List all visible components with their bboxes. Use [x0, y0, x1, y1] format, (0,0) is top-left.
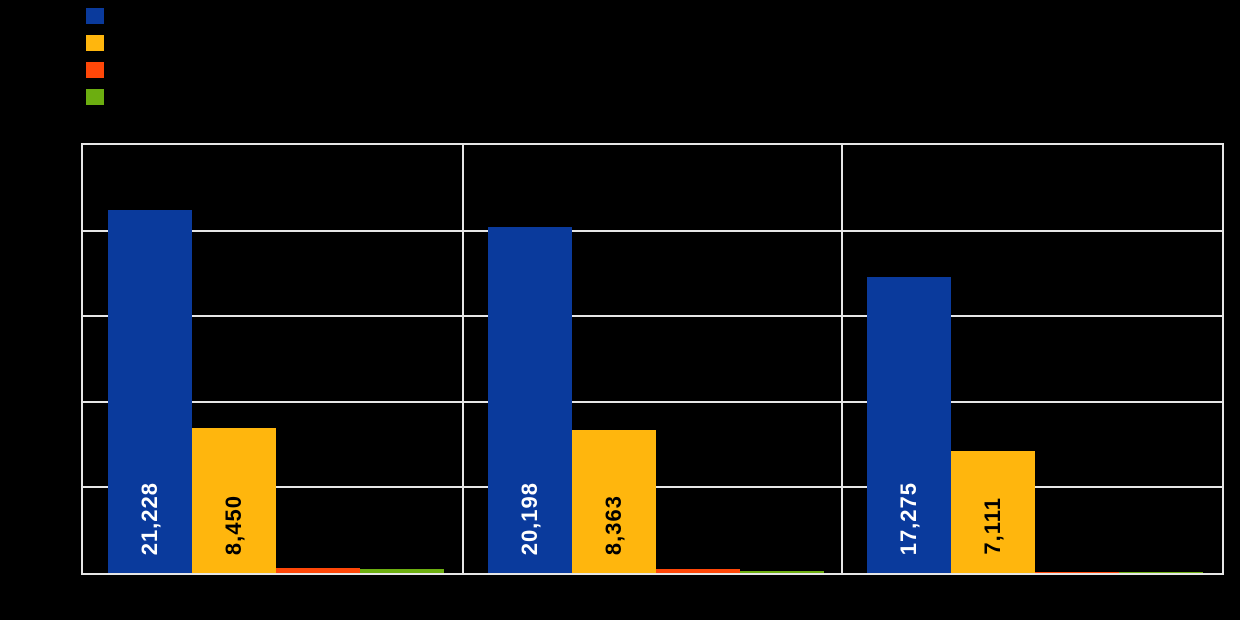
legend-item	[86, 35, 112, 51]
bar-s2-g3	[951, 451, 1035, 573]
bar-s4-g3	[1119, 572, 1203, 573]
legend-item	[86, 62, 112, 78]
legend-swatch-icon	[86, 62, 104, 78]
gridline-horizontal	[83, 230, 1222, 232]
bar-s4-g2	[740, 571, 824, 573]
legend-item	[86, 89, 112, 105]
gridline-vertical	[841, 145, 843, 573]
bar-s3-g2	[656, 569, 740, 573]
gridline-vertical	[462, 145, 464, 573]
bar-s4-g1	[360, 569, 444, 573]
plot-area: 21,228 20,198 17,275 8,450 8,363 7,111	[81, 143, 1224, 575]
bar-s3-g3	[1035, 572, 1119, 573]
legend-item	[86, 8, 112, 24]
bar-s2-g2	[572, 430, 656, 573]
bar-s2-g1	[192, 428, 276, 573]
legend-swatch-icon	[86, 89, 104, 105]
legend	[86, 8, 112, 105]
bar-s1-g2	[488, 227, 572, 573]
bar-s1-g1	[108, 210, 192, 573]
gridline-horizontal	[83, 401, 1222, 403]
legend-swatch-icon	[86, 35, 104, 51]
legend-swatch-icon	[86, 8, 104, 24]
bar-s3-g1	[276, 568, 360, 573]
bar-s1-g3	[867, 277, 951, 573]
gridline-horizontal	[83, 315, 1222, 317]
